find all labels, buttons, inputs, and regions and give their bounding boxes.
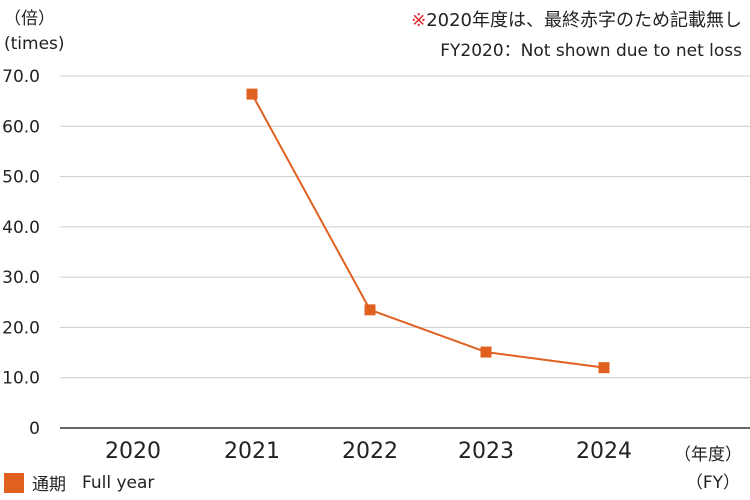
x-tick-label: 2022 <box>342 439 398 464</box>
note-ja-text: 2020年度は、最終赤字のため記載無し <box>426 10 742 31</box>
legend-label-ja: 通期 <box>32 475 66 495</box>
data-point <box>480 346 492 358</box>
x-unit-label-ja: （年度） <box>674 445 742 465</box>
series-line <box>251 93 605 369</box>
y-tick-label: 60.0 <box>2 117 40 137</box>
y-unit-label-en: (times) <box>4 34 65 54</box>
x-tick-label: 2024 <box>576 439 632 464</box>
note-ja: ※2020年度は、最終赤字のため記載無し <box>411 6 742 32</box>
legend-swatch <box>4 472 24 493</box>
y-tick-label: 70.0 <box>2 67 40 87</box>
data-point <box>246 88 258 100</box>
legend-label-en: Full year <box>82 472 155 493</box>
note-mark: ※ <box>411 10 427 31</box>
y-tick-label: 20.0 <box>2 318 40 338</box>
y-tick-label: 10.0 <box>2 369 40 389</box>
data-point <box>598 362 610 374</box>
x-unit-label-en: （FY） <box>685 473 740 493</box>
y-unit-label-ja: （倍） <box>4 9 55 29</box>
x-tick-label: 2023 <box>458 439 514 464</box>
x-tick-label: 2020 <box>105 439 161 464</box>
x-tick-label: 2021 <box>224 439 280 464</box>
y-tick-label: 40.0 <box>2 218 40 238</box>
legend: 通期 Full year <box>4 470 154 495</box>
y-tick-label: 50.0 <box>2 168 40 188</box>
note-en: FY2020：Not shown due to net loss <box>440 41 742 61</box>
y-tick-label: 0 <box>29 419 40 439</box>
data-point <box>364 304 376 316</box>
y-tick-label: 30.0 <box>2 268 40 288</box>
